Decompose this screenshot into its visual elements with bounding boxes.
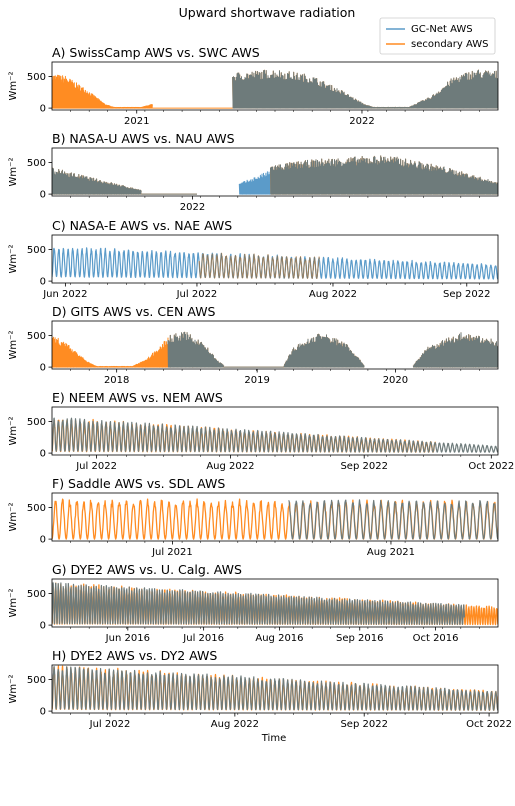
series-group <box>52 248 498 279</box>
series-group <box>52 666 498 710</box>
x-tick-label: Aug 2022 <box>309 289 357 300</box>
x-tick-label: Oct 2022 <box>466 719 512 730</box>
x-tick-label: Aug 2021 <box>367 547 415 558</box>
y-tick-label: 0 <box>40 190 46 201</box>
x-tick-label: Jul 2022 <box>176 289 218 300</box>
x-tick-label: Aug 2022 <box>211 719 259 730</box>
y-tick-label: 0 <box>40 277 46 288</box>
y-tick-label: 0 <box>40 363 46 374</box>
y-tick-label: 500 <box>27 503 46 514</box>
x-tick-label: Jul 2022 <box>89 719 131 730</box>
y-axis-label: Wm⁻² <box>8 158 19 187</box>
y-tick-label: 500 <box>27 245 46 256</box>
series-group <box>52 499 498 539</box>
x-tick-label: Aug 2022 <box>206 461 254 472</box>
x-tick-label: Sep 2016 <box>336 633 383 644</box>
x-tick-label: Sep 2022 <box>443 289 490 300</box>
series-primary <box>52 418 498 452</box>
series-overlap-2 <box>233 70 498 108</box>
x-tick-label: 2018 <box>104 375 129 386</box>
x-tick-label: Jul 2016 <box>182 633 224 644</box>
figure-title: Upward shortwave radiation <box>179 5 356 20</box>
series-primary-2 <box>239 171 270 194</box>
y-axis-label: Wm⁻² <box>8 675 19 704</box>
legend: GC-Net AWS secondary AWS <box>380 18 495 54</box>
y-tick-label: 500 <box>27 72 46 83</box>
panel-title: H) DYE2 AWS vs. DY2 AWS <box>52 648 217 663</box>
y-axis-label: Wm⁻² <box>8 503 19 532</box>
series-overlap-4 <box>413 333 498 367</box>
y-axis-label: Wm⁻² <box>8 72 19 101</box>
y-axis-label: Wm⁻² <box>8 331 19 360</box>
panel-a: A) SwissCamp AWS vs. SWC AWS Wm⁻² 0 500 2021… <box>8 45 498 127</box>
x-tick-label: Aug 2016 <box>255 633 303 644</box>
x-axis-label: Time <box>261 733 286 744</box>
series-primary <box>52 248 498 279</box>
y-tick-label: 500 <box>27 158 46 169</box>
panel-f: F) Saddle AWS vs. SDL AWS Wm⁻² 0 500 Jul 202… <box>8 476 498 558</box>
panel-title: E) NEEM AWS vs. NEM AWS <box>52 390 223 405</box>
x-tick-label: 2022 <box>349 116 374 127</box>
series-primary <box>52 583 464 625</box>
y-axis-label: Wm⁻² <box>8 589 19 618</box>
panel-e: E) NEEM AWS vs. NEM AWS Wm⁻² 0 500 Jul 2022 A… <box>8 390 514 472</box>
x-tick-label: Oct 2022 <box>468 461 514 472</box>
panel-g: G) DYE2 AWS vs. U. Calg. AWS Wm⁻² 0 500 Jun … <box>8 562 498 644</box>
series-overlap-3 <box>271 156 499 194</box>
y-tick-label: 500 <box>27 331 46 342</box>
x-tick-label: Jul 2022 <box>75 461 117 472</box>
panel-h: H) DYE2 AWS vs. DY2 AWS Wm⁻² 0 500 Jul 2022 A… <box>8 648 512 730</box>
panel-b: B) NASA-U AWS vs. NAU AWS Wm⁻² 0 500 2022 <box>8 131 498 213</box>
y-tick-label: 0 <box>40 104 46 115</box>
series-group <box>52 156 498 194</box>
legend-label-secondary: secondary AWS <box>411 39 489 50</box>
y-axis-label: Wm⁻² <box>8 417 19 446</box>
x-tick-label: 2020 <box>383 375 408 386</box>
x-tick-label: Oct 2016 <box>413 633 459 644</box>
series-group <box>52 583 498 625</box>
panel-title: A) SwissCamp AWS vs. SWC AWS <box>52 45 260 60</box>
series-group <box>52 70 498 108</box>
y-tick-label: 0 <box>40 707 46 718</box>
y-tick-label: 0 <box>40 621 46 632</box>
x-tick-label: Sep 2022 <box>340 719 387 730</box>
x-tick-label: 2019 <box>244 375 269 386</box>
series-overlap-0 <box>52 168 141 194</box>
panels: A) SwissCamp AWS vs. SWC AWS Wm⁻² 0 500 2021… <box>8 45 514 730</box>
y-tick-label: 0 <box>40 449 46 460</box>
y-tick-label: 0 <box>40 535 46 546</box>
panel-d: D) GITS AWS vs. CEN AWS Wm⁻² 0 500 2018 2019 2… <box>8 304 498 386</box>
y-tick-label: 500 <box>27 589 46 600</box>
panel-c: C) NASA-E AWS vs. NAE AWS Wm⁻² 0 500 Jun 202… <box>8 218 498 300</box>
panel-title: F) Saddle AWS vs. SDL AWS <box>52 476 225 491</box>
y-tick-label: 500 <box>27 675 46 686</box>
panel-title: C) NASA-E AWS vs. NAE AWS <box>52 218 232 233</box>
x-tick-label: Jul 2021 <box>151 547 193 558</box>
panel-title: B) NASA-U AWS vs. NAU AWS <box>52 131 235 146</box>
x-tick-label: Sep 2022 <box>340 461 387 472</box>
series-overlap-1 <box>168 332 224 367</box>
y-axis-label: Wm⁻² <box>8 245 19 274</box>
series-secondary-0 <box>52 75 152 108</box>
series-secondary-0 <box>52 336 168 367</box>
y-tick-label: 500 <box>27 417 46 428</box>
series-primary <box>52 667 498 711</box>
series-overlap-3 <box>284 334 364 367</box>
panel-title: G) DYE2 AWS vs. U. Calg. AWS <box>52 562 242 577</box>
x-tick-label: 2021 <box>124 116 149 127</box>
x-tick-label: 2022 <box>180 202 205 213</box>
x-tick-label: Jun 2016 <box>105 633 150 644</box>
series-group <box>52 332 498 367</box>
panel-title: D) GITS AWS vs. CEN AWS <box>52 304 216 319</box>
legend-label-gcnet: GC-Net AWS <box>411 24 473 35</box>
series-group <box>52 418 498 452</box>
x-tick-label: Jun 2022 <box>42 289 87 300</box>
